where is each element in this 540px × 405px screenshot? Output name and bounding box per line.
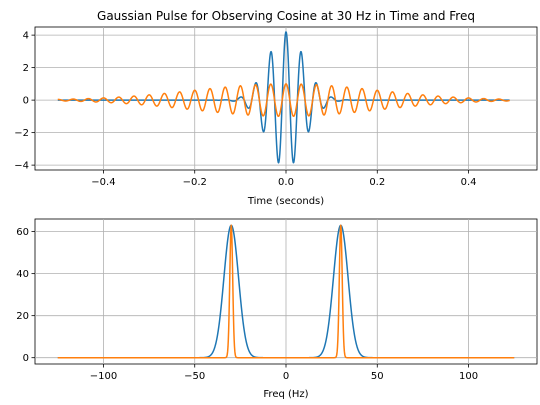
frequency-domain-axes: −100 −50 0 50 100 0 20 40 60 Freq (Hz)	[16, 218, 538, 400]
time-y-tick-label: 2	[23, 63, 29, 74]
time-x-tick-label: 0.2	[369, 177, 385, 188]
freq-x-tick-label: −100	[90, 371, 117, 382]
freq-y-tick-label: 20	[16, 311, 29, 322]
time-series-1-line	[57, 31, 511, 164]
freq-y-tick-label: 60	[16, 227, 29, 238]
time-y-tick-label: −4	[14, 161, 29, 172]
freq-x-tick-label: 0	[283, 371, 289, 382]
time-axis-label: Time (seconds)	[247, 196, 324, 207]
freq-y-tick-label: 40	[16, 269, 29, 280]
time-y-tick-label: −2	[14, 128, 29, 139]
freq-x-tick-label: −50	[184, 371, 205, 382]
freq-x-tick-label: 50	[371, 371, 384, 382]
freq-y-tick-label: 0	[23, 353, 29, 364]
top-chart-title: Gaussian Pulse for Observing Cosine at 3…	[97, 9, 475, 23]
freq-axis-label: Freq (Hz)	[263, 389, 308, 400]
time-x-tick-label: −0.2	[183, 177, 207, 188]
time-x-tick-label: 0.0	[278, 177, 294, 188]
time-series-2-line	[57, 83, 511, 118]
freq-series-2-line	[57, 224, 515, 359]
time-x-tick-label: 0.4	[461, 177, 477, 188]
time-x-tick-label: −0.4	[91, 177, 115, 188]
freq-x-tick-label: 100	[459, 371, 478, 382]
time-domain-axes: −0.4 −0.2 0.0 0.2 0.4 −4 −2 0 2 4 Time (seconds)	[14, 26, 538, 207]
time-y-tick-label: 4	[23, 31, 29, 42]
time-y-tick-label: 0	[23, 96, 29, 107]
